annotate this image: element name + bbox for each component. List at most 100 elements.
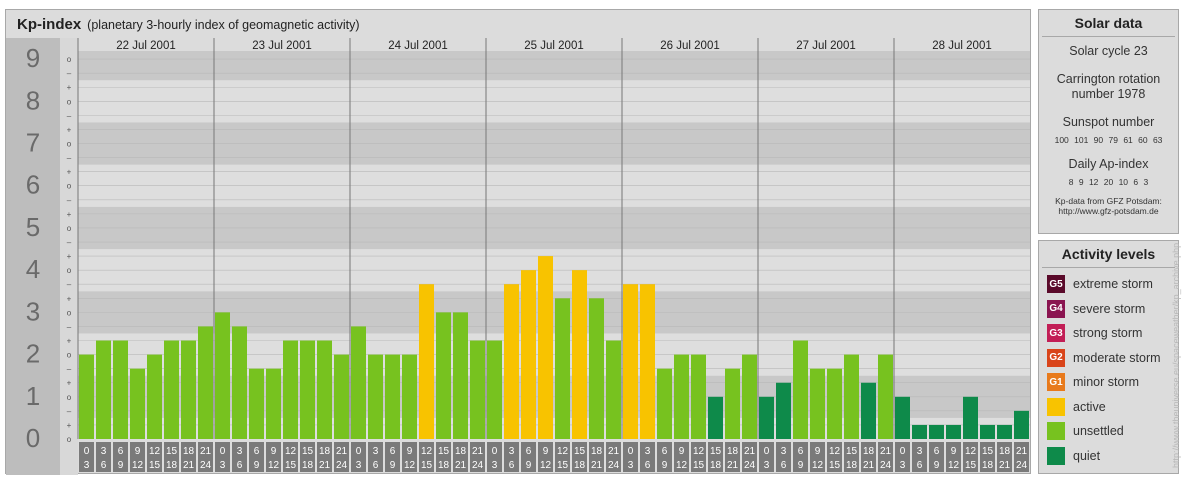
kp-bar [419,284,434,439]
kp-interval-start: 6 [254,446,260,457]
kp-interval-start: 6 [390,446,396,457]
kp-day-label: 28 Jul 2001 [932,40,991,52]
kp-interval-start: 18 [455,446,467,457]
kp-bar [249,368,264,439]
kp-interval-start: 21 [1016,446,1028,457]
kp-interval-end: 24 [1016,460,1028,471]
kp-interval-box [640,442,655,472]
kp-interval-box [538,442,553,472]
kp-bar [895,396,910,439]
kp-interval-box [1014,442,1029,472]
kp-interval-end: 15 [421,460,433,471]
kp-bar [79,354,94,439]
kp-bar [402,354,417,439]
kp-bar [827,368,842,439]
kp-bar [385,354,400,439]
kp-interval-start: 6 [526,446,532,457]
kp-interval-end: 21 [999,460,1011,471]
kp-interval-box [436,442,451,472]
kp-interval-end: 24 [880,460,892,471]
kp-chart-panel: Kp-index (planetary 3-hourly index of geo… [5,9,1031,475]
kp-interval-box [895,442,910,472]
level-swatch-g1: G1 [1047,373,1065,391]
kp-bar [504,284,519,439]
kp-interval-end: 3 [220,460,226,471]
chart-title-text: Kp-index [17,16,82,33]
kp-bar [657,368,672,439]
kp-ytick-4: 4 [26,254,40,284]
kp-bar [997,424,1012,439]
kp-bar [606,340,621,439]
kp-bar [555,298,570,439]
kp-interval-box [334,442,349,472]
kp-interval-start: 15 [574,446,586,457]
kp-interval-box [96,442,111,472]
ap-values: 8 9 12 20 10 6 3 [1068,177,1149,187]
kp-bar [589,298,604,439]
kp-interval-start: 15 [166,446,178,457]
kp-interval-start: 0 [84,446,90,457]
kp-interval-end: 12 [812,460,824,471]
kp-interval-start: 3 [237,446,243,457]
kp-interval-box [759,442,774,472]
kp-day-label: 23 Jul 2001 [252,40,311,52]
kp-interval-box [912,442,927,472]
kp-day-header-bg [758,38,894,51]
level-label-quiet: quiet [1073,448,1101,463]
kp-interval-box [742,442,757,472]
kp-bar [368,354,383,439]
kp-minor-tick-label: + [67,210,72,219]
kp-interval-start: 12 [149,446,161,457]
solar-data-title: Solar data [1042,10,1175,37]
level-row-g1: G1 minor storm [1047,373,1139,391]
kp-interval-end: 9 [118,460,124,471]
kp-bar [793,340,808,439]
kp-interval-box [130,442,145,472]
kp-bar [725,368,740,439]
kp-interval-start: 9 [679,446,685,457]
kp-interval-start: 18 [183,446,195,457]
kp-minor-tick-label: – [67,154,72,163]
kp-interval-end: 12 [540,460,552,471]
kp-interval-end: 18 [302,460,314,471]
kp-interval-start: 15 [982,446,994,457]
kp-interval-start: 0 [356,446,362,457]
kp-interval-start: 21 [880,446,892,457]
kp-minor-tick-label: – [67,407,72,416]
kp-day-header-bg [350,38,486,51]
kp-minor-tick-label: o [67,393,72,402]
kp-minor-tick-label: – [67,280,72,289]
level-swatch-g4: G4 [1047,299,1065,318]
kp-interval-end: 9 [526,460,532,471]
kp-bar [487,340,502,439]
kp-interval-end: 6 [781,460,787,471]
kp-minor-tick-label: + [67,379,72,388]
level-swatch-unsettled [1047,422,1065,440]
kp-bar [453,312,468,439]
kp-minor-tick-label: o [67,140,72,149]
kp-axis-gutter [6,38,60,475]
kp-bar [334,354,349,439]
kp-interval-end: 21 [727,460,739,471]
kp-bar [300,340,315,439]
kp-interval-start: 9 [543,446,549,457]
kp-day-label: 26 Jul 2001 [660,40,719,52]
kp-interval-box [317,442,332,472]
kp-minor-tick-label: + [67,421,72,430]
kp-interval-end: 18 [846,460,858,471]
kp-interval-box [589,442,604,472]
kp-interval-start: 6 [934,446,940,457]
kp-bar [317,340,332,439]
kp-bar [844,354,859,439]
kp-minor-tick-label: + [67,337,72,346]
kp-ytick-2: 2 [26,339,40,369]
kp-bar [980,424,995,439]
kp-day-label: 22 Jul 2001 [116,40,175,52]
kp-minor-tick-label: o [67,182,72,191]
kp-interval-end: 15 [557,460,569,471]
kp-bar [181,340,196,439]
kp-interval-box [113,442,128,472]
kp-interval-box [844,442,859,472]
kp-interval-end: 18 [574,460,586,471]
kp-minor-tick-label: + [67,125,72,134]
